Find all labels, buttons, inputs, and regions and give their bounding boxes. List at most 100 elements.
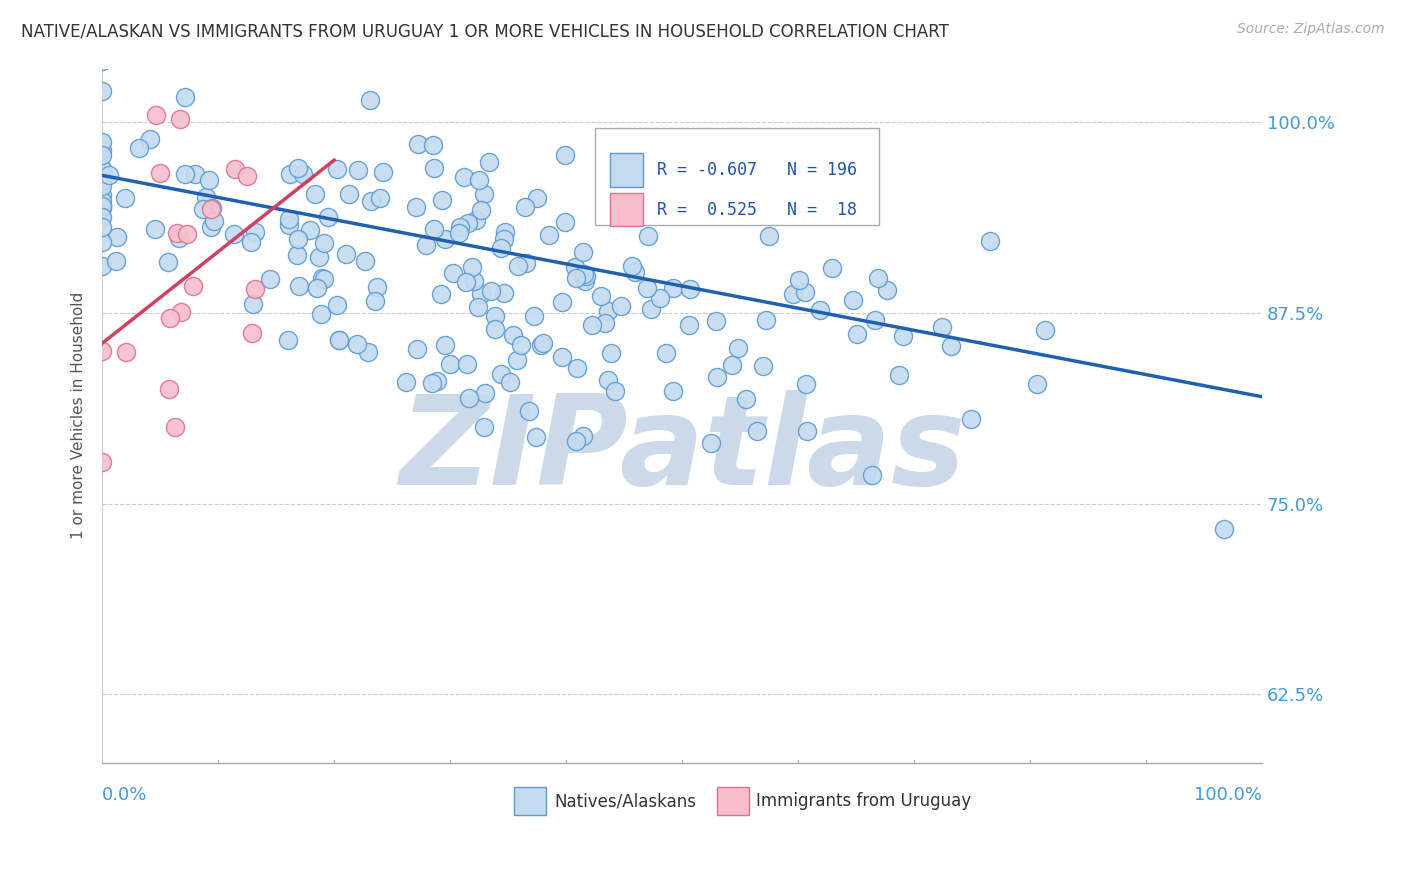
Point <box>359 93 381 107</box>
Point <box>458 391 481 405</box>
Point <box>489 368 512 382</box>
Point <box>865 312 887 326</box>
Point <box>422 376 444 390</box>
Point <box>169 112 191 127</box>
Point <box>591 289 613 303</box>
Point <box>91 199 114 213</box>
Point <box>572 429 595 443</box>
Point <box>91 199 114 213</box>
Point <box>447 226 470 240</box>
Point <box>796 424 818 438</box>
Point <box>91 54 114 68</box>
Point <box>679 282 702 296</box>
Point <box>181 279 204 293</box>
Point <box>198 172 221 186</box>
Text: Natives/Alaskans: Natives/Alaskans <box>554 792 696 810</box>
Point <box>287 232 309 246</box>
Point <box>662 384 685 398</box>
Point <box>143 222 166 236</box>
Point <box>360 194 382 209</box>
Point <box>91 148 114 162</box>
Point <box>727 341 749 355</box>
Point <box>239 235 262 249</box>
Point <box>565 270 588 285</box>
Point <box>243 282 266 296</box>
Point <box>889 368 911 383</box>
Point <box>91 136 114 150</box>
Point <box>308 250 330 264</box>
Point <box>551 350 574 364</box>
Point <box>304 186 326 201</box>
Point <box>706 369 728 384</box>
Point <box>524 430 547 444</box>
Point <box>596 372 619 386</box>
Point <box>621 259 644 273</box>
Point <box>148 166 170 180</box>
Point <box>406 137 429 152</box>
Point <box>292 167 315 181</box>
Point <box>464 213 486 227</box>
Point <box>174 90 197 104</box>
Point <box>200 220 222 235</box>
Point <box>794 376 817 391</box>
Point <box>91 235 114 249</box>
Point <box>565 434 588 448</box>
Point <box>309 307 332 321</box>
Point <box>735 392 758 406</box>
Point <box>415 238 437 252</box>
Point <box>405 200 427 214</box>
Point <box>201 201 224 215</box>
Point <box>515 255 537 269</box>
Point <box>288 279 311 293</box>
Point <box>494 225 516 239</box>
Point <box>704 313 727 327</box>
Point <box>508 259 530 273</box>
Point <box>846 327 869 342</box>
Point <box>433 232 456 246</box>
Point <box>259 272 281 286</box>
Point <box>842 293 865 307</box>
Point <box>523 309 546 323</box>
Point <box>654 345 676 359</box>
Point <box>128 141 150 155</box>
Point <box>335 247 357 261</box>
Point <box>167 231 190 245</box>
Point <box>176 227 198 241</box>
Point <box>439 357 461 371</box>
Point <box>91 187 114 202</box>
Point <box>617 180 640 194</box>
Point <box>174 167 197 181</box>
Y-axis label: 1 or more Vehicles in Household: 1 or more Vehicles in Household <box>72 293 86 540</box>
Point <box>307 280 329 294</box>
Point <box>513 200 536 214</box>
Point <box>166 226 188 240</box>
Point <box>472 420 495 434</box>
Point <box>457 216 479 230</box>
Point <box>755 313 778 327</box>
Point <box>461 260 484 274</box>
Point <box>517 403 540 417</box>
Point <box>170 305 193 319</box>
Point <box>357 344 380 359</box>
Point <box>484 322 506 336</box>
Point <box>554 148 576 162</box>
Point <box>1213 522 1236 536</box>
Point <box>494 232 516 246</box>
Point <box>860 467 883 482</box>
Point <box>278 167 301 181</box>
Point <box>530 338 553 352</box>
Point <box>245 226 267 240</box>
Point <box>979 235 1001 249</box>
Bar <box>717 788 749 815</box>
Text: Source: ZipAtlas.com: Source: ZipAtlas.com <box>1237 22 1385 37</box>
Point <box>470 202 492 217</box>
Point <box>157 382 180 396</box>
Point <box>603 384 626 399</box>
Point <box>91 211 114 225</box>
Point <box>91 194 114 209</box>
Point <box>636 280 658 294</box>
Point <box>242 297 264 311</box>
Bar <box>515 788 547 815</box>
Point <box>423 221 446 235</box>
Text: R =  0.525   N =  18: R = 0.525 N = 18 <box>657 201 856 219</box>
